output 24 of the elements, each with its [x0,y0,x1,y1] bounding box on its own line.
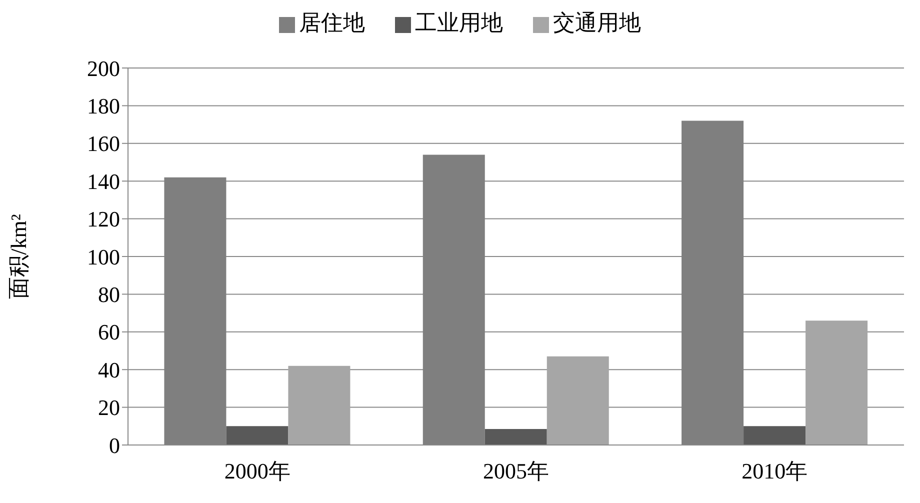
legend-label: 工业用地 [415,10,503,35]
x-tick-label: 2010年 [742,458,808,484]
y-tick-label: 60 [98,320,120,345]
bar [546,356,609,445]
y-tick-label: 80 [98,282,120,308]
y-tick-label: 140 [87,168,120,194]
y-tick-label: 20 [98,395,120,420]
legend-label: 居住地 [299,10,365,35]
bar [226,426,288,445]
x-tick-label: 2005年 [483,458,549,484]
y-tick-label: 40 [98,357,120,382]
bar [288,366,350,445]
y-tick-label: 0 [109,432,120,458]
legend-label: 交通用地 [553,10,641,35]
y-tick-label: 180 [87,94,120,119]
bar [806,320,868,445]
y-tick-label: 120 [87,206,120,232]
y-tick-label: 160 [87,131,120,156]
bar [484,428,547,445]
y-tick-label: 100 [87,244,120,270]
y-axis-title: 面积/km² [6,214,31,299]
bar [744,426,806,445]
y-tick-label: 200 [87,56,120,81]
x-tick-label: 2000年 [224,458,290,484]
